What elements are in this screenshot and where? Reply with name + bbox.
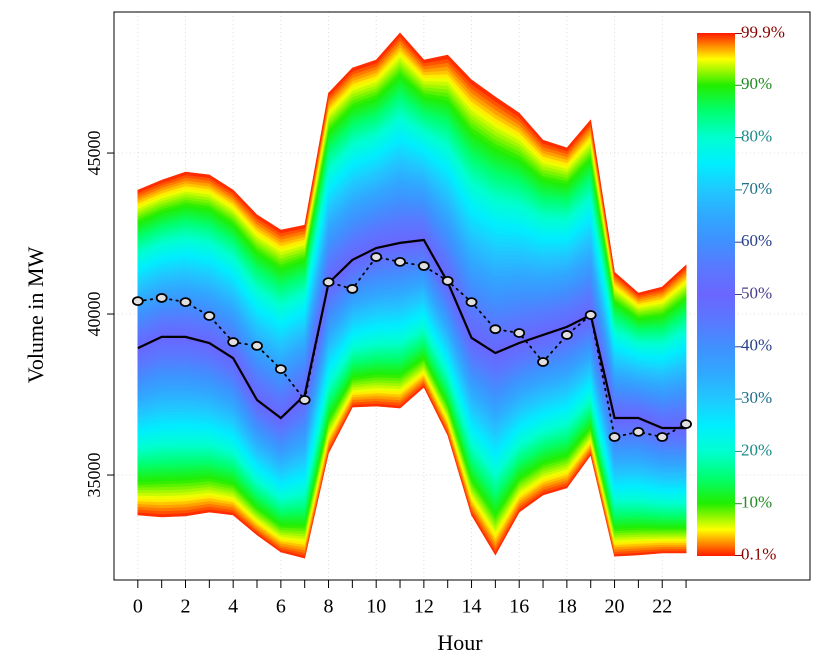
observed-point bbox=[560, 330, 573, 340]
x-tick-label: 6 bbox=[276, 596, 286, 618]
x-tick-label: 16 bbox=[509, 596, 529, 618]
observed-point bbox=[513, 328, 526, 338]
observed-point bbox=[394, 256, 406, 267]
observed-point bbox=[322, 277, 335, 288]
observed-point bbox=[274, 364, 287, 374]
y-tick-label: 35000 bbox=[84, 453, 104, 498]
colorbar-label: 99.9% bbox=[741, 22, 785, 41]
x-tick-label: 2 bbox=[181, 596, 191, 618]
colorbar-label: 40% bbox=[741, 336, 772, 355]
x-tick-label: 0 bbox=[133, 596, 143, 618]
x-tick-label: 22 bbox=[652, 596, 672, 618]
x-tick-label: 18 bbox=[557, 596, 577, 618]
x-tick-label: 10 bbox=[366, 596, 386, 618]
colorbar-label: 60% bbox=[741, 231, 772, 250]
x-axis-label: Hour bbox=[437, 630, 483, 655]
colorbar-label: 50% bbox=[741, 283, 772, 302]
x-tick-label: 4 bbox=[228, 596, 238, 618]
observed-point bbox=[608, 432, 621, 442]
colorbar-label: 30% bbox=[741, 388, 772, 407]
colorbar-label: 70% bbox=[741, 179, 772, 198]
observed-point bbox=[656, 432, 669, 442]
observed-point bbox=[346, 284, 359, 294]
observed-point bbox=[251, 341, 263, 351]
observed-point bbox=[441, 275, 454, 286]
observed-point bbox=[465, 297, 478, 308]
observed-point bbox=[298, 395, 311, 405]
observed-point bbox=[155, 293, 168, 303]
y-axis-label: Volume in MW bbox=[23, 247, 48, 384]
observed-point bbox=[632, 426, 645, 437]
observed-point bbox=[131, 296, 144, 307]
x-tick-label: 14 bbox=[462, 596, 482, 618]
colorbar bbox=[697, 33, 735, 556]
observed-point bbox=[227, 337, 240, 347]
observed-point bbox=[417, 261, 430, 271]
observed-point bbox=[537, 357, 549, 367]
observed-point bbox=[179, 297, 192, 308]
x-tick-label: 12 bbox=[414, 596, 434, 618]
colorbar-label: 90% bbox=[741, 74, 772, 93]
colorbar-label: 80% bbox=[741, 127, 772, 146]
observed-point bbox=[680, 419, 692, 430]
observed-line bbox=[136, 256, 687, 439]
observed-point bbox=[370, 252, 383, 262]
y-tick-label: 40000 bbox=[84, 292, 104, 337]
colorbar-label: 10% bbox=[741, 493, 772, 512]
colorbar-label: 20% bbox=[741, 440, 772, 459]
x-tick-label: 20 bbox=[605, 596, 625, 618]
observed-point bbox=[203, 311, 216, 321]
observed-point bbox=[489, 324, 502, 335]
x-tick-label: 8 bbox=[324, 596, 334, 618]
fan-band bbox=[137, 32, 687, 296]
y-tick-label: 45000 bbox=[84, 131, 104, 176]
observed-point bbox=[584, 310, 597, 320]
colorbar-label: 0.1% bbox=[741, 544, 776, 563]
